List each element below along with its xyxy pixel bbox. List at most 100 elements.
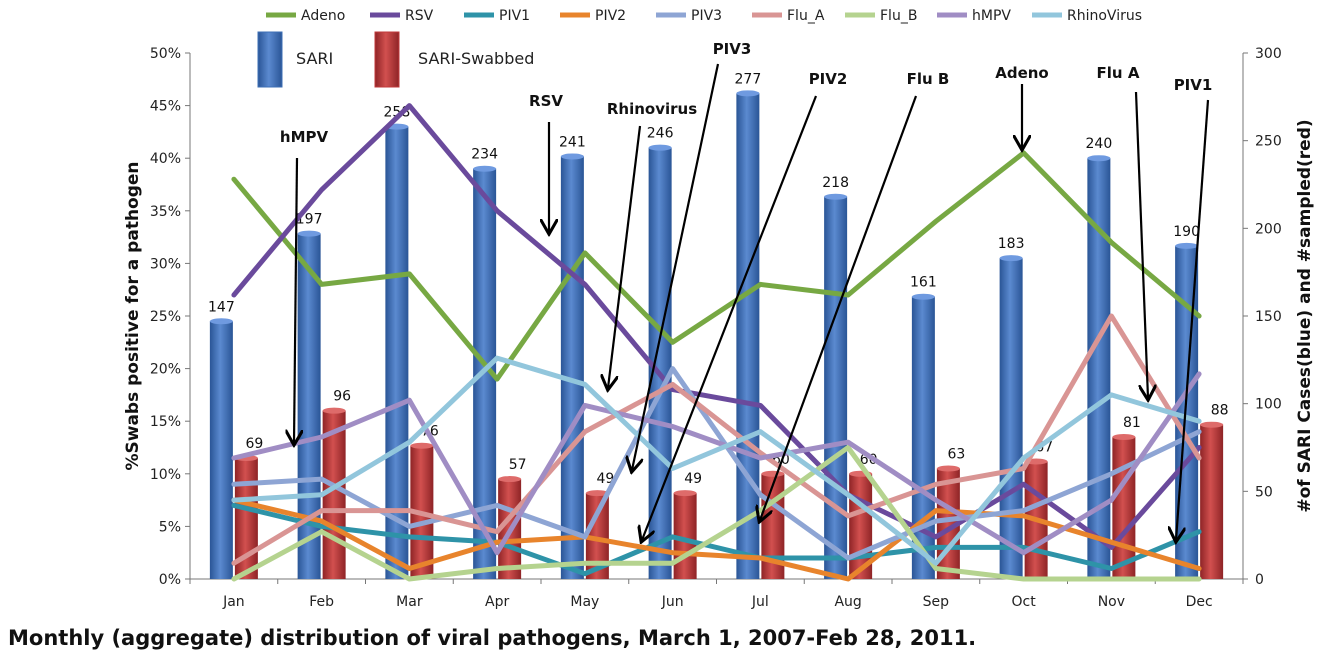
bar-sari [824, 196, 848, 580]
right-tick-label: 150 [1255, 309, 1282, 325]
series-line-flu_b [231, 445, 1202, 582]
left-tick-label: 50% [150, 46, 181, 62]
bar-top-sari-swabbed [761, 470, 785, 477]
annotation-arrow [642, 95, 818, 540]
bar-sari [385, 126, 409, 579]
bar-top-sari-swabbed [1112, 433, 1136, 440]
x-tick-label: Sep [923, 594, 950, 610]
series-line-rhinovirus [231, 355, 1202, 566]
annotation-label: Flu A [1097, 64, 1140, 82]
bar-sari-swabbed [234, 458, 258, 579]
bar-top-sari-swabbed [1200, 421, 1224, 428]
annotation-label: PIV1 [1174, 76, 1213, 94]
chart: 0% 5% 10% 15% 20% 25% 30% 35% 40% 45% 50% 0 50 100 150… [123, 8, 1315, 610]
bar-top-sari-swabbed [322, 407, 346, 414]
bar-top-sari-swabbed [498, 476, 522, 483]
bar-top-sari [560, 153, 584, 160]
bar-value-label: 277 [735, 71, 762, 87]
bar-top-sari [297, 230, 321, 237]
legend-swatch-sari [257, 31, 283, 88]
bar-top-sari [911, 293, 935, 300]
right-tick-label: 200 [1255, 221, 1282, 237]
x-tick-label: Aug [834, 594, 861, 610]
bar-top-sari [824, 193, 848, 200]
legend-label-hmpv: hMPV [972, 8, 1011, 24]
annotation-arrow [1134, 91, 1148, 398]
right-tick-label: 0 [1255, 572, 1264, 588]
bar-sari [209, 321, 233, 579]
left-tick-label: 35% [150, 204, 181, 220]
series-line-piv1 [231, 502, 1202, 577]
bar-value-label: 147 [208, 299, 235, 315]
series-line-rsv [231, 103, 1202, 550]
x-tick-label: Oct [1012, 594, 1037, 610]
bar-top-sari [209, 318, 233, 325]
y-axis-left-title: %Swabs positive for a pathogen [123, 161, 143, 470]
legend: Adeno RSV PIV1 PIV2 PIV3 Flu_A Flu_B hMPV RhinoV… [257, 8, 1142, 88]
left-tick-label: 25% [150, 309, 181, 325]
bar-top-sari [1175, 242, 1199, 249]
y-axis-right-title: #of SARI Cases(blue) and #sampled(red) [1295, 119, 1315, 512]
legend-label-piv3: PIV3 [691, 8, 722, 24]
annotation-arrow [608, 125, 642, 388]
bar-sari [999, 258, 1023, 579]
bar-value-label: 88 [1211, 403, 1229, 419]
left-tick-label: 15% [150, 414, 181, 430]
legend-label-rhinovirus: RhinoVirus [1067, 8, 1142, 24]
bar-top-sari-swabbed [936, 465, 960, 472]
annotation-label: Rhinovirus [607, 100, 697, 118]
x-tick-label: Apr [485, 594, 509, 610]
left-tick-label: 40% [150, 151, 181, 167]
annotation-arrow [632, 63, 720, 470]
series-line-flu_a [231, 313, 1202, 566]
x-tick-label: May [570, 594, 599, 610]
bar-sari-swabbed [585, 493, 609, 579]
legend-label-sari-swabbed: SARI-Swabbed [418, 49, 534, 68]
bar-top-sari-swabbed [410, 442, 434, 449]
annotation-label: Adeno [995, 64, 1049, 82]
bar-value-label: 49 [684, 471, 702, 487]
legend-label-flu_a: Flu_A [787, 8, 825, 24]
x-tick-label: Nov [1098, 594, 1125, 610]
x-tick-label: Dec [1186, 594, 1213, 610]
bars [209, 90, 1224, 580]
bar-value-label: 96 [333, 389, 351, 405]
annotation-label: RSV [529, 92, 563, 110]
bar-value-label: 240 [1086, 136, 1113, 152]
left-tick-label: 20% [150, 362, 181, 378]
bar-sari [911, 296, 935, 579]
legend-label-flu_b: Flu_B [880, 8, 917, 24]
right-tick-label: 100 [1255, 397, 1282, 413]
left-tick-label: 0% [159, 572, 181, 588]
left-tick-label: 10% [150, 467, 181, 483]
annotation-arrow [294, 157, 297, 443]
bar-top-sari [999, 255, 1023, 262]
bar-sari [560, 156, 584, 580]
legend-label-piv2: PIV2 [595, 8, 626, 24]
bar-value-label: 183 [998, 236, 1025, 252]
bar-sari [648, 147, 672, 579]
bar-value-label: 63 [947, 447, 965, 463]
left-tick-label: 45% [150, 99, 181, 115]
x-tick-label: Mar [396, 594, 423, 610]
figure-caption: Monthly (aggregate) distribution of vira… [8, 626, 977, 650]
bar-sari [297, 233, 321, 580]
bar-value-label: 246 [647, 126, 674, 142]
series-lines [231, 103, 1202, 582]
bar-top-sari-swabbed [673, 490, 697, 497]
bar-value-label: 234 [471, 147, 498, 163]
bar-top-sari [648, 144, 672, 151]
annotation-label: PIV3 [713, 40, 752, 58]
bar-sari [736, 93, 760, 580]
series-line-piv2 [231, 497, 1202, 582]
bar-sari [473, 168, 497, 579]
annotation-label: hMPV [280, 128, 329, 146]
bar-value-label: 49 [596, 471, 614, 487]
bar-value-label: 218 [822, 175, 849, 191]
legend-label-sari: SARI [296, 49, 333, 68]
series-line-adeno [231, 150, 1202, 382]
series-line-hmpv [231, 371, 1202, 556]
legend-swatch-sari-swabbed [374, 31, 400, 88]
annotations: hMPV RSV Rhinovirus PIV3 PIV2 Flu B Adeno Flu A… [280, 40, 1212, 540]
annotation-arrow [760, 95, 918, 520]
